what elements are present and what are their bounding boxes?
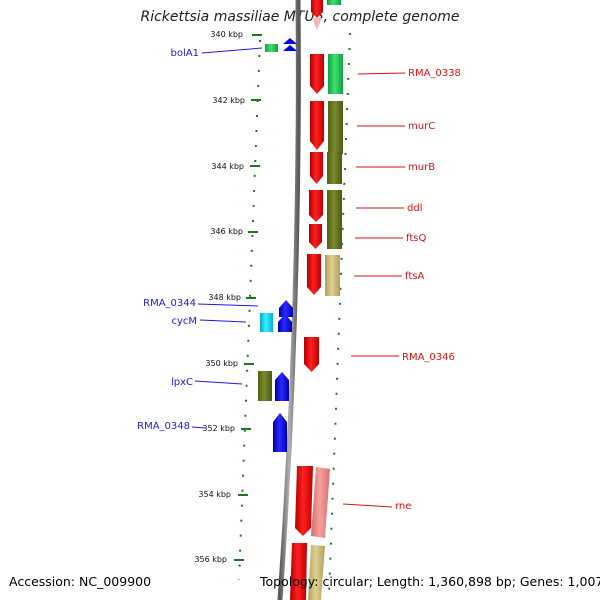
gene-label-RMA_0348[interactable]: RMA_0348 <box>137 421 190 432</box>
gene-feature[interactable] <box>275 372 289 401</box>
gene-feature[interactable] <box>311 0 323 18</box>
tick-label: 340 kbp <box>210 30 243 39</box>
gene-label-ftsQ[interactable]: ftsQ <box>406 233 426 244</box>
gene-feature[interactable] <box>265 44 278 52</box>
tick-label: 350 kbp <box>205 359 238 368</box>
genome-backbone <box>277 0 301 600</box>
gene-feature[interactable] <box>279 300 293 317</box>
gene-feature[interactable] <box>327 152 342 184</box>
gene-label-murB[interactable]: murB <box>408 162 435 173</box>
accession-text: Accession: NC_009900 <box>9 574 152 589</box>
gene-label-cycM[interactable]: cycM <box>171 316 197 327</box>
forward-cds-features[interactable] <box>290 0 324 600</box>
gene-feature[interactable] <box>307 254 321 295</box>
gene-feature[interactable] <box>309 190 323 222</box>
gene-label-RMA_0338[interactable]: RMA_0338 <box>408 68 461 79</box>
left-gene-labels: bolA1 RMA_0344 cycM lpxC RMA_0348 <box>137 47 263 432</box>
gene-feature[interactable] <box>310 101 324 150</box>
gene-feature[interactable] <box>325 255 340 296</box>
gene-label-ddl[interactable]: ddl <box>407 203 422 214</box>
gene-label-murC[interactable]: murC <box>408 121 435 132</box>
gene-label-rne[interactable]: rne <box>395 501 411 512</box>
gene-feature[interactable] <box>273 413 287 452</box>
gene-feature[interactable] <box>328 101 343 154</box>
gene-label-bolA1[interactable]: bolA1 <box>171 48 199 59</box>
gene-feature[interactable] <box>310 54 324 94</box>
right-gene-labels: RMA_0338 murC murB ddl ftsQ ftsA RMA_034… <box>342 68 461 512</box>
reverse-cds-features[interactable] <box>258 38 297 452</box>
gene-label-RMA_0344[interactable]: RMA_0344 <box>143 298 196 309</box>
gene-feature[interactable] <box>308 545 325 600</box>
gene-label-RMA_0346[interactable]: RMA_0346 <box>402 352 455 363</box>
outer-track-features[interactable] <box>308 0 343 600</box>
kbp-ticks <box>234 34 262 561</box>
left-tick-dots <box>238 39 261 581</box>
tick-label: 348 kbp <box>208 293 241 302</box>
gene-feature[interactable] <box>311 467 330 538</box>
gene-feature[interactable] <box>295 466 313 536</box>
gene-label-lpxC[interactable]: lpxC <box>171 377 193 388</box>
tick-label: 354 kbp <box>198 490 231 499</box>
gene-feature[interactable] <box>304 337 319 372</box>
tick-label: 356 kbp <box>194 555 227 564</box>
gene-feature[interactable] <box>290 543 307 600</box>
gene-feature[interactable] <box>327 0 341 5</box>
gene-feature[interactable] <box>327 190 342 249</box>
gene-feature[interactable] <box>283 45 297 51</box>
tick-label: 342 kbp <box>212 96 245 105</box>
gene-feature[interactable] <box>260 313 273 332</box>
gene-feature[interactable] <box>309 224 322 249</box>
gene-feature[interactable] <box>312 18 322 30</box>
gene-feature[interactable] <box>328 54 343 94</box>
tick-label: 352 kbp <box>202 424 235 433</box>
gene-feature[interactable] <box>283 38 297 44</box>
gene-label-ftsA[interactable]: ftsA <box>405 271 424 282</box>
gene-feature[interactable] <box>278 314 292 332</box>
tick-label: 344 kbp <box>211 162 244 171</box>
topology-text: Topology: circular; Length: 1,360,898 bp… <box>260 574 600 589</box>
tick-label: 346 kbp <box>210 227 243 236</box>
gene-feature[interactable] <box>258 371 272 401</box>
gene-feature[interactable] <box>310 152 323 184</box>
